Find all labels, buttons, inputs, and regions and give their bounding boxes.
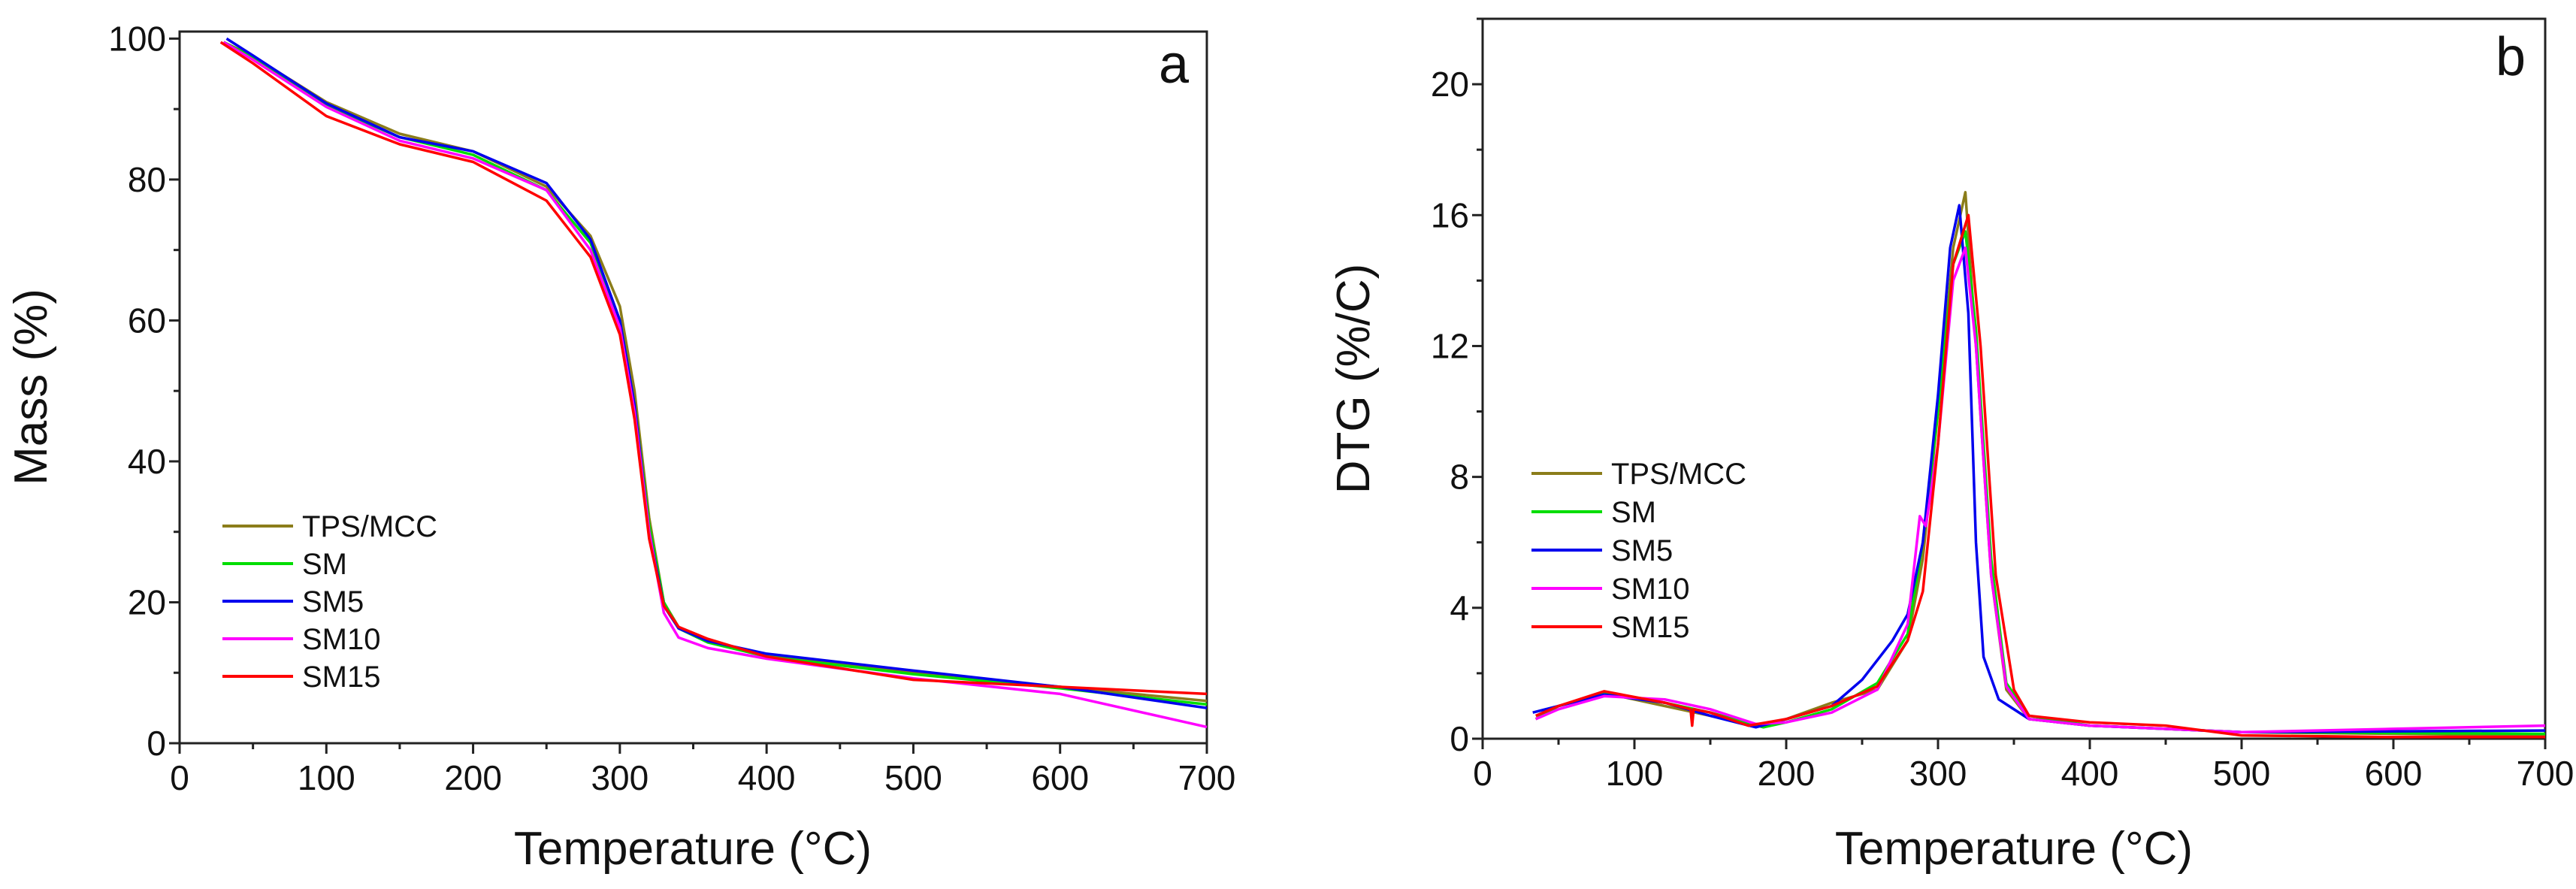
series-line-sm15: [219, 41, 1208, 696]
x-tick-label: 200: [444, 758, 502, 797]
y-tick-label: 80: [128, 160, 166, 199]
x-tick-label: 100: [1606, 754, 1664, 793]
x-tick-label: 300: [1909, 754, 1967, 793]
y-tick-label: 0: [1450, 719, 1469, 758]
y-tick-label: 8: [1450, 458, 1469, 497]
series-line-sm: [222, 41, 1208, 706]
y-tick-label: 0: [147, 724, 166, 763]
x-tick-label: 400: [2061, 754, 2119, 793]
legend-label: SM10: [1611, 573, 1690, 606]
series-line-sm5: [1532, 204, 2546, 734]
legend-label: SM5: [1611, 534, 1673, 567]
series-line-sm10: [1535, 246, 2546, 734]
x-tick-label: 400: [738, 758, 796, 797]
y-tick-label: 100: [108, 19, 166, 58]
legend-label: SM: [302, 548, 347, 581]
panel-b-x-axis-title: Temperature (°C): [1835, 823, 2193, 875]
x-tick-label: 300: [591, 758, 649, 797]
x-tick-label: 100: [298, 758, 355, 797]
y-tick-label: 12: [1431, 326, 1469, 365]
panel-a-mass-chart: Temperature (°C) Mass (%) a 0 100 200 300 40…: [5, 19, 1235, 875]
legend-label: SM10: [302, 623, 381, 656]
legend-label: SM5: [302, 585, 364, 618]
y-tick-label: 20: [128, 582, 166, 621]
series-line-sm5: [225, 37, 1208, 709]
x-tick-label: 500: [884, 758, 942, 797]
y-tick-label: 60: [128, 301, 166, 340]
x-tick-label: 700: [2517, 754, 2574, 793]
x-tick-label: 500: [2213, 754, 2271, 793]
series-line-tps-mcc: [222, 41, 1208, 703]
y-tick-label: 4: [1450, 588, 1469, 627]
legend-label: SM15: [302, 661, 381, 694]
x-tick-label: 200: [1758, 754, 1816, 793]
y-tick-label: 16: [1431, 195, 1469, 234]
legend-label: TPS/MCC: [302, 510, 437, 543]
panel-b-dtg-chart: Temperature (°C) DTG (%/C) b 0 100 200 300 4…: [1328, 17, 2574, 875]
panel-a-x-axis-title: Temperature (°C): [514, 823, 872, 875]
panel-a-y-axis-title: Mass (%): [5, 289, 57, 485]
series-line-sm15: [1535, 213, 2545, 739]
panel-a-label: a: [1159, 35, 1190, 95]
x-tick-label: 600: [2365, 754, 2423, 793]
y-tick-label: 20: [1431, 65, 1469, 104]
legend-label: TPS/MCC: [1611, 458, 1746, 491]
x-tick-label: 600: [1031, 758, 1089, 797]
y-tick-label: 40: [128, 442, 166, 481]
x-tick-label: 0: [1473, 754, 1492, 793]
legend-label: SM: [1611, 496, 1656, 529]
x-tick-label: 0: [170, 758, 189, 797]
panel-b-y-axis-title: DTG (%/C): [1328, 264, 1380, 494]
legend-label: SM15: [1611, 611, 1690, 644]
panel-b-label: b: [2496, 27, 2526, 87]
x-tick-label: 700: [1178, 758, 1236, 797]
